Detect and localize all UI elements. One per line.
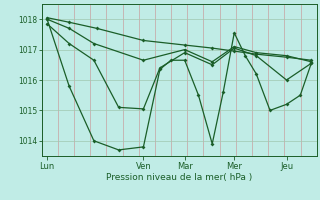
X-axis label: Pression niveau de la mer( hPa ): Pression niveau de la mer( hPa ) (106, 173, 252, 182)
